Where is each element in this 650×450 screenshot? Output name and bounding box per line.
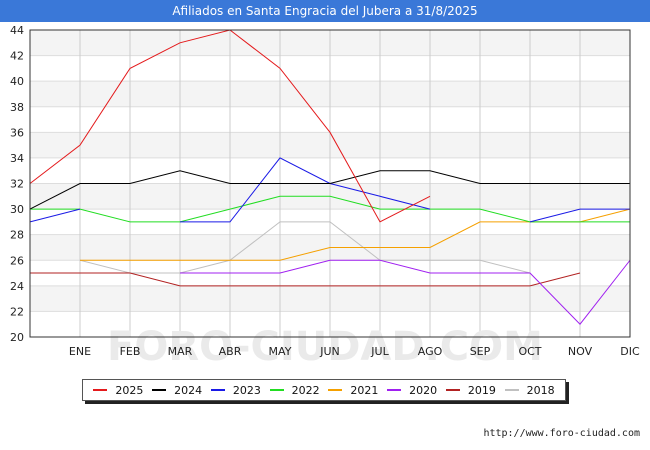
x-tick-label: ABR [219, 345, 242, 358]
series-line-2019 [30, 272, 581, 287]
y-tick-label: 26 [10, 254, 24, 267]
series-line-2023 [29, 208, 81, 223]
series-line-2023 [529, 208, 630, 223]
legend-item-2020: 2020 [387, 384, 437, 397]
x-tick-label: ENE [69, 345, 91, 358]
legend-item-2018: 2018 [504, 383, 555, 397]
legend-label: 2021 [350, 383, 379, 397]
x-tick-label: SEP [470, 345, 491, 358]
series-2023 [29, 157, 630, 223]
series-line-2018 [79, 221, 531, 274]
y-axis-ticks: 20 22 24 26 28 30 32 34 36 38 40 42 44 [10, 24, 24, 344]
x-tick-label: AGO [418, 345, 443, 358]
y-tick-label: 44 [10, 24, 24, 37]
plot-frame [29, 29, 631, 338]
series-line-2020 [180, 259, 631, 325]
source-link[interactable]: http://www.foro-ciudad.com [483, 428, 640, 439]
legend-label: 2018 [526, 383, 555, 397]
series-2024 [29, 170, 630, 210]
legend-swatch [504, 389, 519, 391]
y-tick-label: 32 [10, 178, 24, 191]
series-2018 [79, 221, 531, 274]
legend-item-2022: 2022 [269, 383, 320, 397]
y-tick-label: 34 [10, 152, 24, 165]
legend-swatch [93, 389, 108, 391]
y-tick-label: 24 [10, 280, 24, 293]
legend-item-2023: 2023 [210, 383, 261, 397]
series-line-2023 [180, 157, 431, 223]
legend-label: 2019 [467, 383, 496, 397]
x-axis-ticks: ENE FEB MAR ABR MAY JUN JUL AGO SEP OCT NOV DIC [69, 345, 640, 358]
legend-label: 2025 [115, 383, 144, 397]
watermark: FORO-CIUDAD.COM [107, 324, 543, 370]
legend-swatch [269, 389, 284, 391]
legend-swatch [445, 389, 460, 391]
legend-label: 2024 [174, 383, 203, 397]
legend: 2025 2024 2023 2022 2021 2020 2019 2018 [82, 379, 566, 401]
y-tick-label: 30 [10, 203, 24, 216]
series-2020 [180, 259, 631, 325]
x-tick-label: FEB [120, 345, 141, 358]
legend-item-2019: 2019 [445, 383, 496, 397]
y-tick-label: 42 [10, 50, 24, 63]
legend-item-2021: 2021 [328, 384, 378, 397]
y-tick-label: 20 [10, 331, 24, 344]
y-tick-label: 38 [10, 101, 24, 114]
y-tick-label: 36 [10, 126, 24, 139]
legend-label: 2022 [291, 383, 320, 397]
legend-swatch [328, 389, 343, 391]
x-tick-label: DIC [620, 345, 640, 358]
y-tick-label: 40 [10, 75, 24, 88]
x-tick-label: MAR [168, 345, 193, 358]
legend-label: 2023 [232, 383, 261, 397]
legend-swatch [387, 389, 402, 391]
x-tick-label: NOV [568, 345, 593, 358]
legend-label: 2020 [409, 383, 438, 397]
chart-title: Afiliados en Santa Engracia del Jubera a… [0, 0, 650, 22]
y-tick-label: 22 [10, 305, 24, 318]
x-tick-label: OCT [518, 345, 541, 358]
x-tick-label: JUN [319, 345, 340, 358]
y-tick-label: 28 [10, 229, 24, 242]
legend-swatch [152, 389, 167, 391]
x-tick-label: MAY [269, 345, 292, 358]
legend-swatch [210, 389, 225, 391]
series-line-2024 [29, 170, 630, 210]
legend-item-2024: 2024 [152, 384, 202, 397]
x-tick-label: JUL [370, 345, 389, 358]
series-2019 [30, 272, 581, 287]
legend-item-2025: 2025 [93, 384, 143, 397]
